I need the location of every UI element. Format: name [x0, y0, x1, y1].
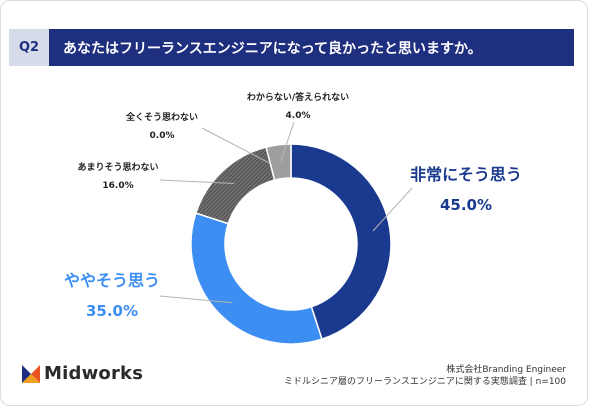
leader-line	[159, 179, 235, 184]
source-note: 株式会社Branding Engineer ミドルシニア層のフリーランスエンジニ…	[284, 364, 566, 388]
slice-label: ややそう思う	[64, 271, 160, 290]
donut-slice	[290, 143, 392, 341]
question-bar: Q2 あなたはフリーランスエンジニアになって良かったと思いますか。	[9, 29, 574, 66]
brand-logo: Midworks	[22, 363, 143, 384]
question-text: あなたはフリーランスエンジニアになって良かったと思いますか。	[63, 40, 482, 57]
donut-slice	[194, 146, 276, 225]
donut-slice	[265, 143, 292, 181]
slice-label: 全くそう思わない	[125, 111, 198, 123]
source-company: 株式会社Branding Engineer	[446, 365, 566, 375]
slice-label: 非常にそう思う	[410, 165, 522, 184]
question-badge: Q2	[9, 29, 49, 66]
leader-line	[372, 187, 413, 232]
slice-value: 45.0%	[440, 196, 492, 214]
slice-label: わからない/答えられない	[247, 91, 349, 103]
brand-name: Midworks	[44, 363, 144, 384]
slice-value: 4.0%	[286, 111, 311, 121]
slice-value: 16.0%	[102, 181, 133, 191]
source-survey: ミドルシニア層のフリーランスエンジニアに関する実態調査 | n=100	[284, 377, 566, 387]
leader-line	[201, 127, 271, 165]
slice-value: 35.0%	[86, 302, 138, 320]
leader-line	[280, 121, 295, 162]
midworks-logo-icon	[22, 364, 40, 383]
donut-slice	[190, 212, 323, 345]
slice-value: 0.0%	[150, 131, 175, 141]
leader-line	[159, 295, 233, 304]
slice-label: あまりそう思わない	[77, 162, 158, 173]
